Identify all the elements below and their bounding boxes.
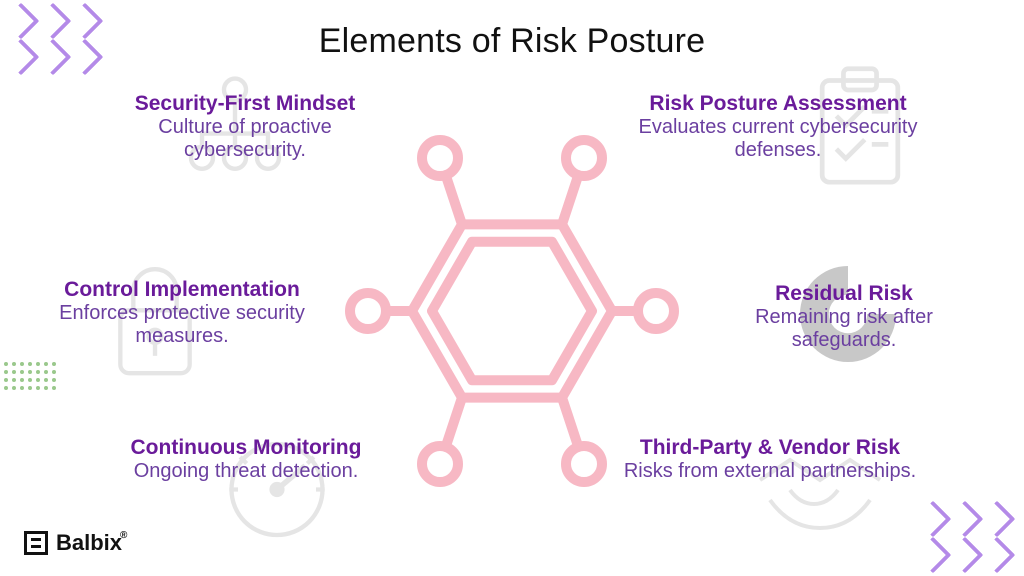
decor-chevrons-bottom-right <box>920 506 1016 568</box>
chevron-icon <box>915 501 952 538</box>
element-block: Continuous MonitoringOngoing threat dete… <box>116 436 376 483</box>
element-description: Evaluates current cybersecurity defenses… <box>628 116 928 162</box>
element-title: Residual Risk <box>714 282 974 306</box>
element-title: Security-First Mindset <box>100 92 390 116</box>
element-block: Third-Party & Vendor RiskRisks from exte… <box>610 436 930 483</box>
element-title: Risk Posture Assessment <box>628 92 928 116</box>
registered-mark: ® <box>120 530 127 541</box>
brand-logo-text: Balbix <box>56 530 122 555</box>
chevron-icon <box>979 501 1016 538</box>
element-block: Risk Posture AssessmentEvaluates current… <box>628 92 928 162</box>
brand-logo-icon <box>24 531 48 555</box>
element-block: Security-First MindsetCulture of proacti… <box>100 92 390 162</box>
element-block: Control ImplementationEnforces protectiv… <box>32 278 332 348</box>
chevron-icon <box>947 537 984 574</box>
element-description: Culture of proactive cybersecurity. <box>100 116 390 162</box>
element-description: Ongoing threat detection. <box>116 460 376 483</box>
element-block: Residual RiskRemaining risk after safegu… <box>714 282 974 352</box>
element-description: Risks from external partnerships. <box>610 460 930 483</box>
element-description: Enforces protective security measures. <box>32 302 332 348</box>
element-description: Remaining risk after safeguards. <box>714 306 974 352</box>
decor-dot-grid <box>4 362 56 390</box>
element-title: Continuous Monitoring <box>116 436 376 460</box>
page-title: Elements of Risk Posture <box>0 22 1024 61</box>
chevron-icon <box>947 501 984 538</box>
element-title: Third-Party & Vendor Risk <box>610 436 930 460</box>
element-title: Control Implementation <box>32 278 332 302</box>
infographic-stage: Elements of Risk Posture Security-First … <box>0 0 1024 576</box>
chevron-icon <box>979 537 1016 574</box>
chevron-icon <box>915 537 952 574</box>
brand-logo: Balbix® <box>24 530 127 556</box>
